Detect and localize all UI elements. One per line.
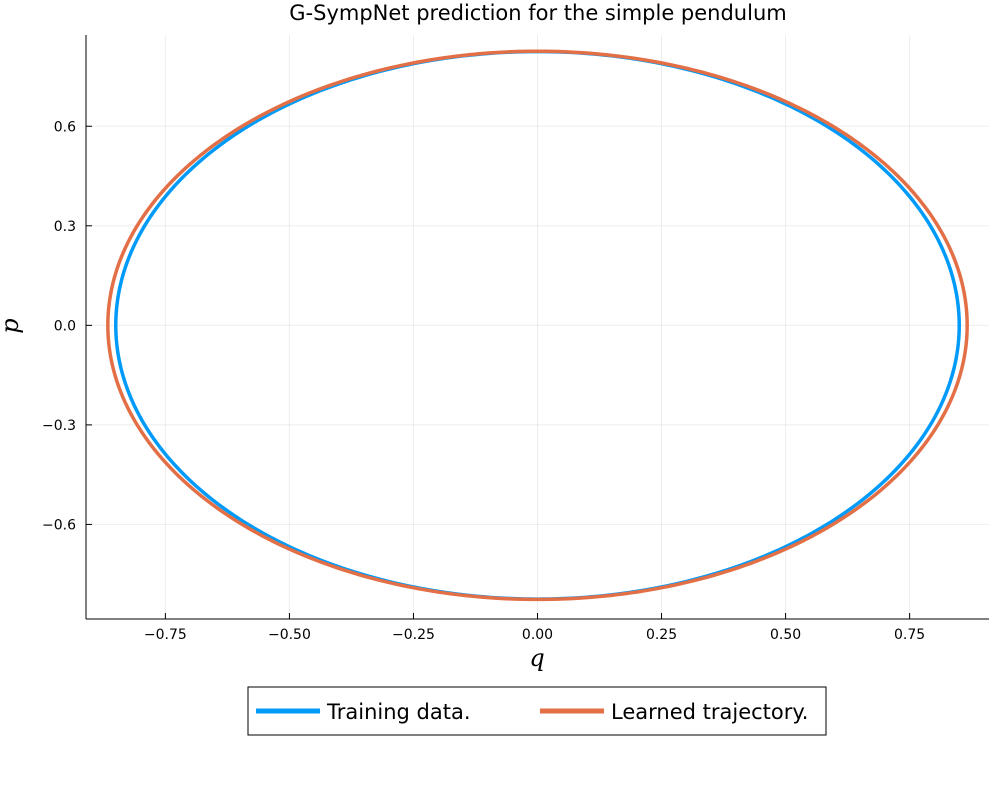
x-tick-label: −0.50 (268, 627, 311, 643)
y-tick-label: 0.3 (54, 219, 76, 235)
x-tick-label: 0.50 (770, 627, 801, 643)
y-tick-label: 0.0 (54, 318, 76, 334)
y-ticks: −0.6 −0.3 0.0 0.3 0.6 (42, 119, 92, 533)
series-group (106, 49, 969, 602)
grid (86, 35, 989, 619)
legend-box (247, 686, 827, 736)
x-tick-label: 0.00 (522, 627, 553, 643)
x-ticks: −0.75 −0.50 −0.25 0.00 0.25 0.50 0.75 (144, 613, 925, 643)
legend-label-1: Training data. (326, 700, 471, 724)
x-tick-label: 0.25 (646, 627, 677, 643)
y-axis-label: p (0, 318, 24, 333)
y-tick-label: −0.6 (42, 517, 76, 533)
y-tick-label: 0.6 (54, 119, 76, 135)
legend: Training data. Learned trajectory. (247, 686, 827, 736)
x-tick-label: −0.75 (144, 627, 187, 643)
y-tick-label: −0.3 (42, 418, 76, 434)
chart-title: G-SympNet prediction for the simple pend… (289, 1, 786, 25)
x-tick-label: −0.25 (392, 627, 435, 643)
series-line-2 (106, 49, 969, 602)
legend-label-2: Learned trajectory. (611, 700, 808, 724)
x-tick-label: 0.75 (894, 627, 925, 643)
x-axis-label: q (529, 644, 544, 672)
